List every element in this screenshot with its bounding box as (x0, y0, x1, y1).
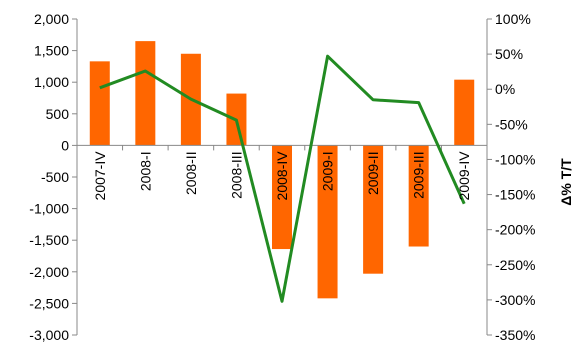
category-label: 2009-II (365, 151, 381, 195)
left-tick-label: -3,000 (29, 327, 69, 343)
right-tick-label: -250% (495, 257, 535, 273)
right-tick-label: -150% (495, 187, 535, 203)
line-series (99, 54, 466, 303)
right-tick-label: -100% (495, 151, 535, 167)
category-label: 2007-IV (92, 151, 108, 201)
category-label: 2008-II (183, 151, 199, 195)
right-tick-label: -50% (495, 116, 528, 132)
bar-2009-IV (454, 79, 475, 146)
right-tick-label: 50% (495, 46, 523, 62)
pct-change-line (99, 54, 466, 303)
bar-2009-I (317, 145, 338, 299)
left-tick-label: 1,000 (34, 74, 69, 90)
category-label: 2008-III (228, 151, 244, 198)
category-label: 2008-IV (274, 151, 290, 201)
right-tick-label: -200% (495, 222, 535, 238)
left-tick-label: -500 (41, 169, 69, 185)
left-tick-label: -2,000 (29, 264, 69, 280)
bar-2009-III (408, 145, 429, 247)
left-tick-label: 500 (46, 106, 70, 122)
category-label: 2008-I (137, 151, 153, 191)
left-tick-label: -1,000 (29, 201, 69, 217)
right-tick-label: -350% (495, 327, 535, 343)
bar-2008-IV (272, 145, 292, 250)
left-tick-label: 0 (61, 137, 69, 153)
bar-2007-IV (89, 61, 110, 146)
right-axis-title: Δ% T/T (558, 158, 574, 206)
left-tick-label: 2,000 (34, 11, 69, 27)
category-label: 2009-IV (456, 151, 472, 201)
right-tick-label: 0% (495, 81, 515, 97)
right-tick-label: -300% (495, 292, 535, 308)
left-axis-ticks: 2,000 1,500 1,000 500 0 -500 -1,000 -1,500 -2,00… (29, 11, 77, 343)
category-label: 2009-I (320, 151, 336, 191)
left-tick-label: -1,500 (29, 232, 69, 248)
category-labels: 2007-IV 2008-I 2008-II 2008-III 2008-IV 2009-… (92, 151, 472, 201)
left-tick-label: -2,500 (29, 295, 69, 311)
right-tick-label: 100% (495, 11, 531, 27)
bar-2009-II (363, 145, 384, 274)
bar-2008-I (135, 41, 156, 146)
left-tick-label: 1,500 (34, 43, 69, 59)
category-label: 2009-III (411, 151, 427, 198)
right-axis-ticks: 100% 50% 0% -50% -100% -150% -200% -250% -300% -3… (487, 11, 535, 343)
